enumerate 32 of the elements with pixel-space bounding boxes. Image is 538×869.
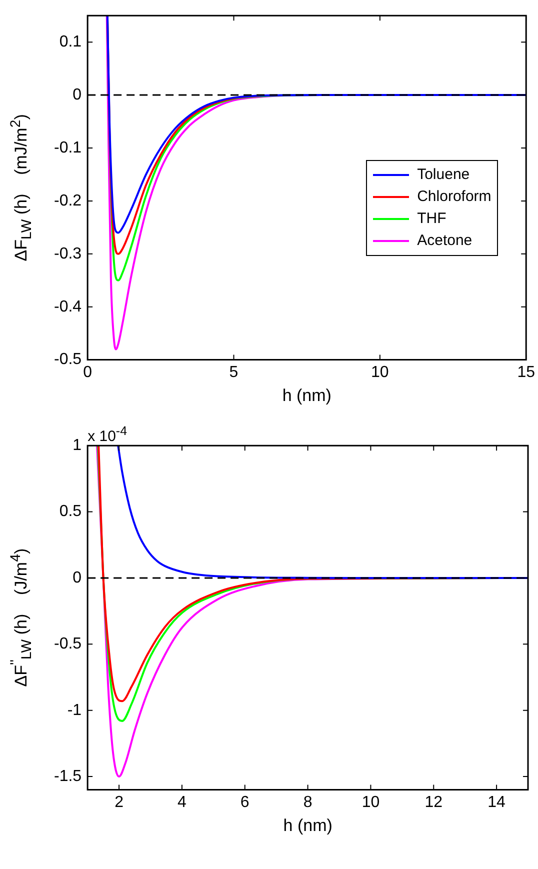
y-tick-label: -0.2 bbox=[54, 192, 82, 210]
y-tick-label: 1 bbox=[72, 437, 82, 454]
y-tick-label: -1 bbox=[67, 702, 82, 719]
y-tick-label: 0.5 bbox=[59, 503, 82, 520]
y-tick-label: -0.4 bbox=[54, 298, 82, 316]
y-tick-label: 0.1 bbox=[59, 33, 82, 50]
x-tick-label: 14 bbox=[488, 794, 506, 811]
x-tick-label: 8 bbox=[303, 794, 312, 811]
legend-label: THF bbox=[417, 210, 446, 228]
y-tick-label: -0.1 bbox=[54, 139, 82, 156]
legend-label: Toluene bbox=[417, 166, 470, 184]
text: x 10$^{-4}$ bbox=[88, 424, 128, 445]
y-tick-label: -1.5 bbox=[54, 768, 82, 785]
x-tick-label: 4 bbox=[177, 794, 186, 811]
line-series bbox=[106, 16, 526, 234]
line-series bbox=[117, 446, 528, 579]
x-axis-title: h (nm) bbox=[282, 386, 332, 406]
x-tick-label: 5 bbox=[229, 364, 238, 381]
x-tick-label: 2 bbox=[114, 794, 124, 811]
x-tick-label: 10 bbox=[362, 794, 380, 811]
x-tick-label: 15 bbox=[517, 364, 536, 381]
x-tick-label: 12 bbox=[424, 794, 443, 811]
x-tick-label: 10 bbox=[371, 364, 389, 381]
x-axis-title: h (nm) bbox=[283, 816, 332, 836]
y-tick-label: -0.5 bbox=[54, 351, 82, 368]
legend-label: Acetone bbox=[417, 232, 472, 250]
y-tick-label: 0 bbox=[72, 86, 82, 104]
legend-label: Chloroform bbox=[417, 188, 492, 206]
y-tick-label: -0.5 bbox=[54, 636, 82, 653]
y-tick-label: 0 bbox=[72, 569, 82, 586]
y-tick-label: -0.3 bbox=[54, 245, 82, 262]
x-tick-label: 6 bbox=[240, 794, 250, 811]
